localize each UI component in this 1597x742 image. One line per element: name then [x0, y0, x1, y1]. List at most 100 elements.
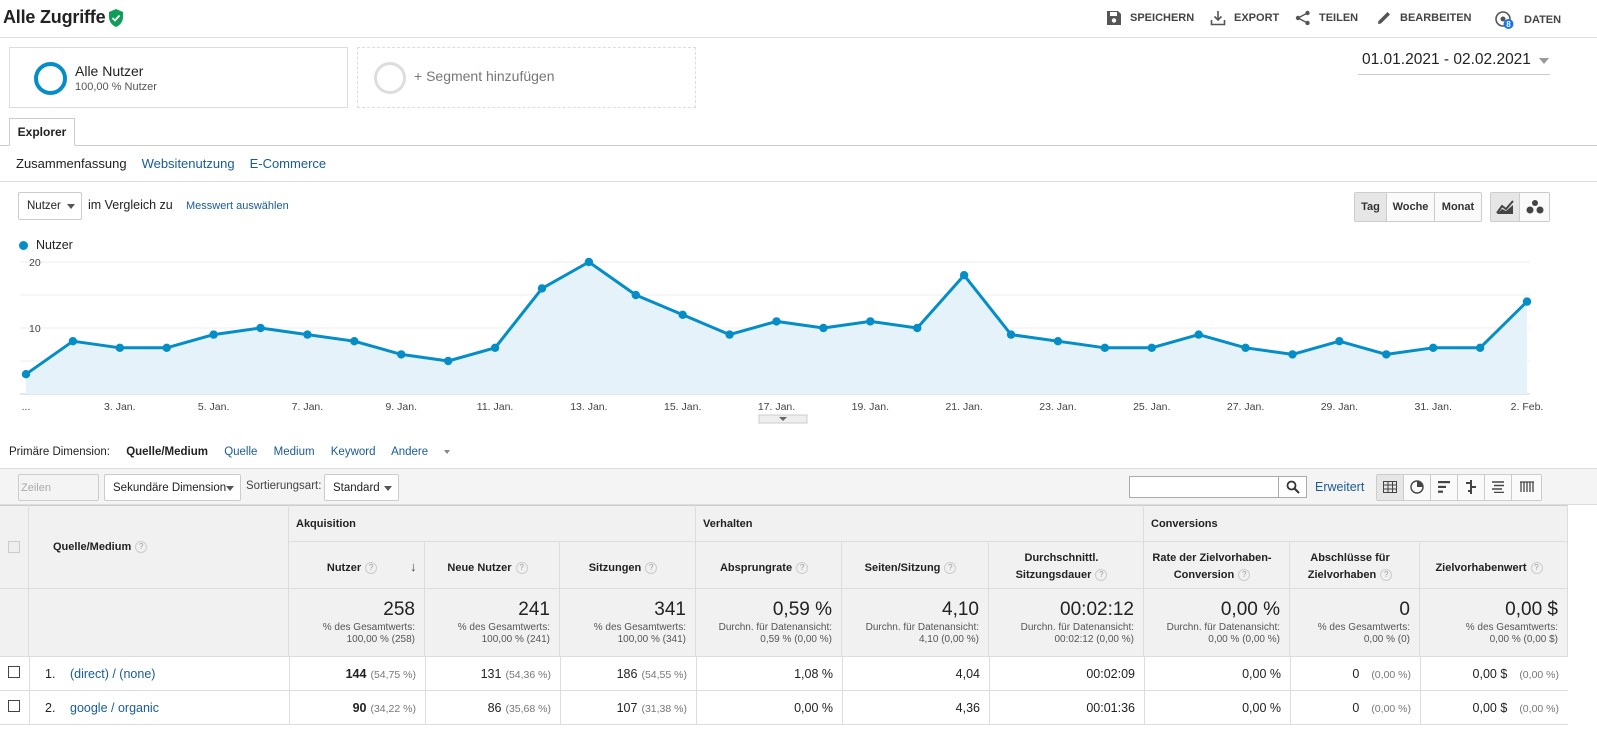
table-search-input[interactable]: [1129, 476, 1279, 498]
table-row: [0, 657, 1568, 691]
subtab-ecommerce[interactable]: E-Commerce: [249, 156, 327, 171]
subtab-site-usage[interactable]: Websitenutzung: [141, 156, 235, 171]
data-button[interactable]: 8 DATEN: [1494, 10, 1561, 30]
row-cell: [696, 657, 842, 691]
row-source-link[interactable]: google / organic: [70, 701, 159, 715]
column-cell: [842, 542, 989, 657]
edit-label: BEARBEITEN: [1400, 12, 1472, 24]
granularity-day[interactable]: Tag: [1355, 193, 1387, 221]
column-header[interactable]: Neue Nutzer?: [433, 560, 542, 577]
cell-value: 1,08 %: [696, 667, 833, 681]
share-button[interactable]: TEILEN: [1295, 10, 1358, 26]
granularity-week[interactable]: Woche: [1387, 193, 1435, 221]
chart-point: [209, 330, 218, 339]
group-header: Conversions: [1151, 518, 1218, 530]
help-icon[interactable]: ?: [1238, 569, 1251, 582]
help-icon[interactable]: ?: [645, 562, 658, 575]
search-icon: [1286, 480, 1300, 494]
chart-point: [1006, 330, 1016, 339]
select-all-checkbox[interactable]: [8, 541, 20, 553]
chart-point: [537, 284, 547, 293]
row-checkbox[interactable]: [8, 666, 20, 678]
row-cell: [989, 691, 1144, 725]
help-icon[interactable]: ?: [1380, 569, 1393, 582]
advanced-filter-link[interactable]: Erweitert: [1315, 480, 1365, 494]
sort-arrow-icon[interactable]: ↓: [410, 559, 417, 574]
motion-chart-button[interactable]: [1520, 193, 1549, 221]
cell-value: 86 (35,68 %): [425, 701, 551, 715]
segment-all-users[interactable]: Alle Nutzer 100,00 % Nutzer: [9, 47, 348, 108]
column-header[interactable]: Absprungrate?: [704, 560, 824, 577]
view-term-cloud-button[interactable]: [1485, 475, 1512, 500]
cell-number: 131: [480, 667, 502, 681]
x-tick-label: 19. Jan.: [852, 401, 889, 413]
pie-chart-icon: [1410, 480, 1424, 494]
column-header[interactable]: Rate der Zielvorhaben-Conversion?: [1152, 552, 1272, 582]
search-button[interactable]: [1278, 476, 1307, 498]
edit-icon: [1378, 12, 1390, 24]
line-chart-icon: [1496, 200, 1514, 214]
metric-select[interactable]: Nutzer: [18, 192, 82, 220]
dimension-header[interactable]: Quelle/Medium?: [53, 541, 148, 554]
total-value: 0: [1399, 599, 1410, 620]
view-pie-button[interactable]: [1404, 475, 1431, 500]
add-segment-button[interactable]: + Segment hinzufügen: [357, 47, 696, 108]
legend-dot: [19, 241, 28, 250]
column-header[interactable]: Zielvorhabenwert?: [1428, 560, 1550, 577]
row-source-link[interactable]: (direct) / (none): [70, 667, 156, 681]
column-header[interactable]: Sitzungen?: [568, 560, 678, 577]
total-value: 258: [383, 599, 415, 620]
cell-number: 90: [352, 701, 367, 715]
help-icon[interactable]: ?: [515, 562, 528, 575]
dimension-keyword[interactable]: Keyword: [330, 446, 376, 458]
help-icon[interactable]: ?: [796, 562, 809, 575]
column-divider: [29, 657, 30, 691]
column-header[interactable]: Abschlüsse für Zielvorhaben?: [1298, 550, 1402, 584]
sort-select[interactable]: Standard: [324, 474, 399, 501]
view-comparison-button[interactable]: [1458, 475, 1485, 500]
column-header[interactable]: Seiten/Sitzung?: [850, 560, 971, 577]
help-icon[interactable]: ?: [365, 562, 378, 575]
dimension-other[interactable]: Andere: [391, 446, 463, 458]
share-label: TEILEN: [1319, 12, 1359, 24]
column-header[interactable]: Nutzer?: [297, 560, 407, 577]
row-cell: [289, 691, 425, 725]
tab-explorer[interactable]: Explorer: [9, 118, 75, 146]
row-checkbox[interactable]: [8, 700, 20, 712]
cell-percent: (54,55 %): [641, 669, 687, 681]
divider: [0, 181, 1597, 182]
help-icon[interactable]: ?: [1530, 562, 1543, 575]
help-icon[interactable]: ?: [135, 541, 148, 554]
help-icon[interactable]: ?: [1095, 569, 1108, 582]
view-table-button[interactable]: [1377, 475, 1404, 500]
table-header: [0, 505, 1568, 589]
help-icon[interactable]: ?: [944, 562, 957, 575]
checkbox-column: [0, 505, 29, 657]
dimension-source[interactable]: Quelle: [224, 446, 258, 458]
x-tick-label: 11. Jan.: [477, 401, 514, 413]
line-chart-button[interactable]: [1491, 193, 1520, 221]
column-header[interactable]: Durchschnittl. Sitzungsdauer?: [997, 550, 1126, 584]
secondary-dimension-select[interactable]: Sekundäre Dimension: [104, 474, 241, 501]
view-performance-button[interactable]: [1431, 475, 1458, 500]
save-button[interactable]: SPEICHERN: [1106, 10, 1194, 26]
edit-button[interactable]: BEARBEITEN: [1376, 10, 1472, 26]
metric-select-value: Nutzer: [27, 200, 61, 212]
dimension-medium[interactable]: Medium: [273, 446, 315, 458]
plot-rows-button[interactable]: Zeilen darstellen: [18, 474, 99, 520]
columns-icon: [1519, 481, 1534, 492]
group-header: Verhalten: [703, 518, 753, 530]
granularity-month[interactable]: Monat: [1435, 193, 1481, 221]
export-button[interactable]: EXPORT: [1210, 10, 1279, 26]
subtab-summary[interactable]: Zusammenfassung: [16, 156, 127, 171]
chart-point: [866, 317, 875, 326]
chart-point: [772, 317, 781, 326]
date-range-picker[interactable]: 01.01.2021 - 02.02.2021: [1358, 49, 1550, 75]
chevron-down-icon: [384, 486, 392, 491]
cell-percent: (35,68 %): [505, 703, 551, 715]
view-pivot-button[interactable]: [1512, 475, 1541, 500]
total-value: 00:02:12: [1060, 599, 1134, 620]
dimension-active[interactable]: Quelle/Medium: [126, 446, 208, 458]
compare-metric-link[interactable]: Messwert auswählen: [186, 200, 289, 212]
column-cell: [1290, 542, 1420, 657]
